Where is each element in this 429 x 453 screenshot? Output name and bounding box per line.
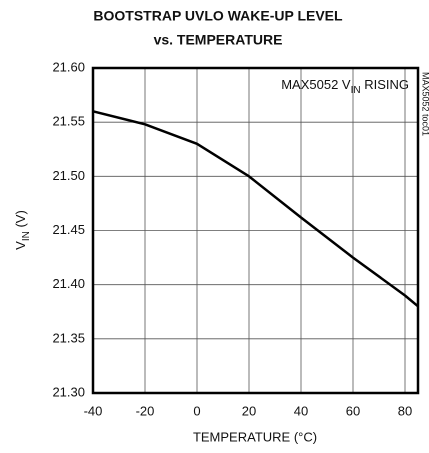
x-tick-label: -20 <box>136 403 155 418</box>
plot-frame <box>91 66 420 395</box>
x-tick-label: 40 <box>294 403 308 418</box>
x-tick-label: 80 <box>398 403 412 418</box>
annotation-part: RISING <box>361 77 409 92</box>
chart-title: vs. TEMPERATURE <box>154 32 283 48</box>
x-tick-label: -40 <box>84 403 103 418</box>
annotation-sub: IN <box>351 85 361 96</box>
y-tick-label: 21.35 <box>52 330 85 345</box>
y-tick-label: 21.50 <box>52 168 85 183</box>
y-tick-label: 21.60 <box>52 59 85 74</box>
side-note: MAX5052 toc01 <box>421 72 429 136</box>
y-tick-label: 21.45 <box>52 222 85 237</box>
y-axis-label: VIN (V) <box>13 210 31 250</box>
annotation-part: MAX5052 V <box>281 77 351 92</box>
annotation: MAX5052 VIN RISING <box>281 77 409 95</box>
y-label-sub: IN <box>21 231 32 241</box>
y-tick-label: 21.40 <box>52 276 85 291</box>
x-tick-label: 20 <box>242 403 256 418</box>
chart-title: BOOTSTRAP UVLO WAKE-UP LEVEL <box>93 8 343 24</box>
x-tick-label: 60 <box>346 403 360 418</box>
x-axis-label: TEMPERATURE (°C) <box>193 429 317 444</box>
y-label-part: V <box>13 241 28 250</box>
data-line <box>92 110 419 308</box>
y-tick-label: 21.55 <box>52 114 85 129</box>
y-label-part: (V) <box>13 210 28 231</box>
y-tick-label: 21.30 <box>52 384 85 399</box>
x-tick-label: 0 <box>193 403 200 418</box>
